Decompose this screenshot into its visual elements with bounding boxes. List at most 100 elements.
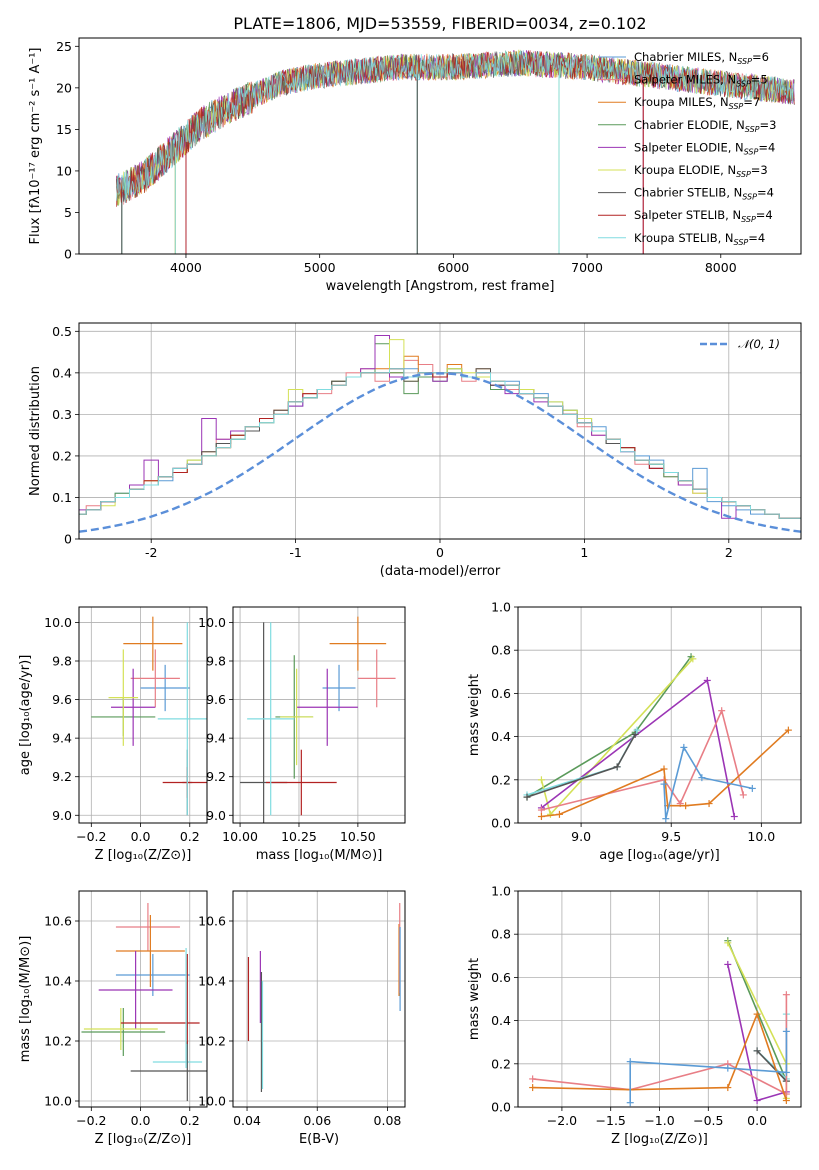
y-tick-label: 0 [64,532,72,547]
legend-sub: SSP [741,215,756,224]
y-tick-label: 5 [64,205,72,220]
legend-name: Salpeter ELODIE, N [634,140,744,154]
y-tick-label: 0.6 [491,686,511,701]
y-tick-label: 10.4 [198,974,226,989]
x-tick-label: 0.0 [131,829,151,844]
legend-name: Chabrier STELIB, N [634,186,742,200]
x-axis-label: E(B-V) [299,1132,339,1147]
axes-frame [232,606,406,824]
y-tick-label: 10.6 [198,914,226,929]
y-tick-label: 10.0 [44,615,72,630]
y-axis-label: age [log₁₀(age/yr)] [18,655,33,776]
y-tick-label: 10.2 [198,1034,226,1049]
mass-vs-ebv-panel: 0.04 0.06 0.08 10.0 10.2 10.4 10.6 E(B-V) [198,890,406,1147]
y-axis-label: Flux [fλ10⁻¹⁷ erg cm⁻² s⁻¹ A⁻¹] [28,48,43,245]
legend-sub: SSP [729,102,744,111]
axes-frame [232,890,406,1108]
legend-name: Kroupa ELODIE, N [634,163,736,177]
legend-label: Kroupa STELIB, NSSP=4 [634,231,765,247]
y-tick-label: 9.4 [206,731,226,746]
histogram-step [79,368,801,519]
x-tick-label: −2.0 [547,1113,577,1128]
legend-label: Salpeter STELIB, NSSP=4 [634,208,773,224]
y-tick-label: 9.4 [52,731,72,746]
weight-lines [529,937,790,1107]
figure-title: PLATE=1806, MJD=53559, FIBERID=0034, z=0… [233,14,646,33]
y-tick-label: 0.6 [491,970,511,985]
x-tick-label: 10.25 [281,829,317,844]
spectrum-line [116,50,795,204]
legend-name: Chabrier MILES, N [634,50,737,64]
legend-sub: SSP [736,80,751,89]
error-crosses [247,903,401,1092]
plot-layer: 4000 5000 6000 7000 80000510152025wavelength… [18,37,802,1147]
y-tick-label: 0.2 [491,1056,511,1071]
y-tick-label: 0.3 [52,407,72,422]
y-tick-label: 9.2 [52,769,72,784]
legend-count: =3 [760,118,777,132]
weight-line [756,1050,787,1082]
x-tick-label: 0.0 [131,1113,151,1128]
y-tick-label: 0.4 [52,365,72,380]
y-tick-label: 9.8 [52,654,72,669]
x-axis-label: Z [log₁₀(Z/Z⊙)] [95,848,192,863]
x-tick-label: −0.5 [693,1113,723,1128]
axes-frame [78,606,208,824]
histogram-step [79,368,801,519]
y-tick-label: 9.6 [52,692,72,707]
grid [518,890,801,1108]
x-tick-label: 9.5 [661,829,681,844]
y-tick-label: 25 [56,39,72,54]
y-tick-label: 10 [56,163,72,178]
y-tick-label: 9.0 [206,808,226,823]
legend-count: =7 [743,95,760,109]
legend-count: =3 [751,163,768,177]
y-tick-label: 10.0 [44,1094,72,1109]
y-axis-label: Normed distribution [28,366,43,496]
legend-count: =4 [758,140,775,154]
grid [233,607,405,823]
y-tick-label: 0.4 [491,1013,511,1028]
legend-sub: SSP [736,170,751,179]
legend-count: =4 [756,208,773,222]
x-tick-label: 0.08 [374,1113,402,1128]
residuals-panel: -2 -1 0 1 2 0 0.1 0.2 0.3 0.4 0.5 (data-model)/erro… [28,322,802,579]
grid [233,891,405,1107]
x-tick-label: −0.2 [76,1113,106,1128]
legend-name: Kroupa STELIB, N [634,231,734,245]
legend-count: =5 [751,73,768,87]
y-tick-label: 1.0 [491,600,511,615]
x-tick-label: 0.2 [180,829,200,844]
y-tick-label: 20 [56,80,72,95]
y-axis-label: mass weight [467,674,482,756]
x-tick-label: 7000 [571,260,603,275]
error-crosses [91,616,207,816]
legend-name: Chabrier ELODIE, N [634,118,745,132]
x-tick-label: 2 [725,545,733,560]
y-tick-label: 0.8 [491,643,511,658]
x-tick-label: 10.50 [340,829,376,844]
x-tick-label: 0 [436,545,444,560]
spectrum-panel: 4000 5000 6000 7000 8000 0 5 10 15 20 25 wavelength… [28,37,802,294]
y-tick-label: 10.0 [198,1094,226,1109]
legend-label: Salpeter ELODIE, NSSP=4 [634,140,775,156]
y-tick-label: 0.1 [52,490,72,505]
x-axis-label: age [log₁₀(age/yr)] [599,848,720,863]
legend-name: Kroupa MILES, N [634,95,729,109]
x-tick-label: -1 [289,545,301,560]
mass-weight-vs-age-panel: 9.0 9.5 10.0 0.0 0.2 0.4 0.6 0.8 1.0 age [log₁₀(a… [467,600,802,863]
y-tick-label: 9.0 [52,808,72,823]
y-tick-label: 9.2 [206,769,226,784]
y-tick-label: 10.0 [198,615,226,630]
age-vs-Z-panel: −0.2 0.0 0.2 9.0 9.2 9.4 9.6 9.8 10.0 Z [log₁₀(Z/… [18,606,208,863]
x-axis-label: Z [log₁₀(Z/Z⊙)] [611,1132,708,1147]
y-tick-label: 15 [56,122,72,137]
x-tick-label: −0.2 [76,829,106,844]
y-tick-label: 0.0 [491,1100,511,1115]
axes-frame [78,37,802,255]
grid [79,323,801,540]
x-axis-label: Z [log₁₀(Z/Z⊙)] [95,1132,192,1147]
legend-sub: SSP [734,238,749,247]
